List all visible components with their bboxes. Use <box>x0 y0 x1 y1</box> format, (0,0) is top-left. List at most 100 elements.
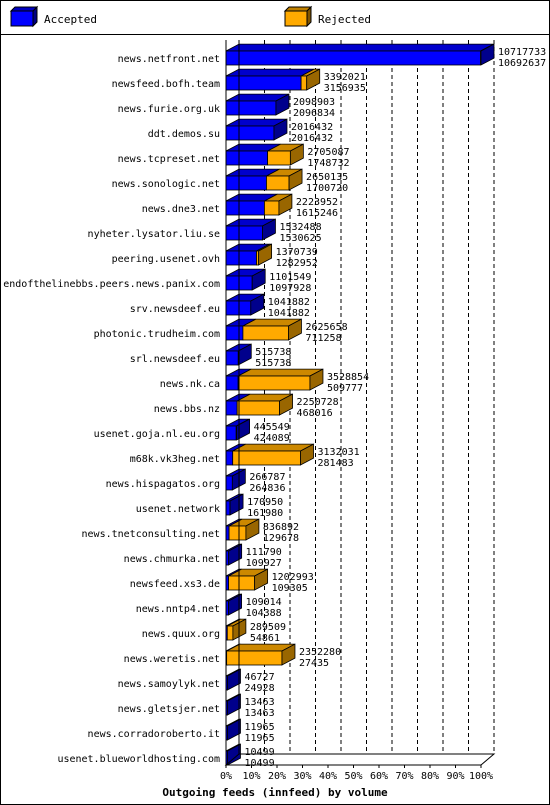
x-tick-label: 80% <box>421 771 439 782</box>
bar-rejected <box>264 200 280 216</box>
bar-rejected <box>228 575 256 591</box>
value-label-accepted: 1041882 <box>268 308 310 319</box>
category-label: m68k.vk3heg.net <box>130 454 220 465</box>
category-label: usenet.network <box>136 504 220 515</box>
value-label-offered: 10717733 <box>498 47 546 58</box>
value-label-accepted: 468016 <box>297 408 333 419</box>
bar-accepted <box>225 75 302 91</box>
value-label-offered: 13463 <box>245 697 275 708</box>
category-label: photonic.trudheim.com <box>94 329 220 340</box>
bar-side <box>275 93 290 116</box>
bar-side <box>228 593 242 616</box>
category-label: usenet.blueworldhosting.com <box>57 754 220 765</box>
value-label-offered: 1370739 <box>276 247 318 258</box>
value-label-offered: 445549 <box>254 422 290 433</box>
x-tick-label: 50% <box>344 771 362 782</box>
bar-accepted <box>225 225 263 241</box>
value-label-offered: 109014 <box>246 597 282 608</box>
value-label-accepted: 24928 <box>245 683 275 694</box>
category-label: nyheter.lysator.liu.se <box>88 229 220 240</box>
value-label-offered: 836892 <box>263 522 299 533</box>
value-label-offered: 2352280 <box>299 647 341 658</box>
bar-rejected <box>266 175 290 191</box>
bar-accepted <box>225 250 257 266</box>
value-label-accepted: 1282952 <box>276 258 318 269</box>
bar-accepted <box>225 200 265 216</box>
bar-side <box>236 418 251 441</box>
legend-swatch-accepted <box>10 10 34 27</box>
category-label: news.weretis.net <box>124 654 220 665</box>
value-label-offered: 2223952 <box>296 197 338 208</box>
bar-side <box>281 643 296 666</box>
bar-side <box>300 443 314 466</box>
bar-accepted <box>225 425 237 441</box>
category-label: news.quux.org <box>142 629 220 640</box>
category-label: endofthelinebbs.peers.news.panix.com <box>3 279 220 290</box>
bar-side <box>480 43 495 66</box>
value-label-offered: 515738 <box>255 347 291 358</box>
value-label-offered: 2250728 <box>297 397 339 408</box>
bar-accepted <box>225 50 481 66</box>
bar-accepted <box>225 150 269 166</box>
value-label-accepted: 1700720 <box>306 183 348 194</box>
value-label-offered: 11965 <box>245 722 275 733</box>
bar-side <box>306 68 321 91</box>
category-label: news.netfront.net <box>118 54 220 65</box>
category-label: news.tcpreset.net <box>118 154 220 165</box>
bar-rejected <box>236 400 280 416</box>
bar-side <box>289 143 304 166</box>
bar-side <box>250 293 265 316</box>
category-label: news.bbs.nz <box>154 404 220 415</box>
bar-side <box>278 193 293 216</box>
bar-rejected <box>300 75 308 91</box>
bar-side <box>237 343 252 366</box>
bar-accepted <box>225 375 239 391</box>
bar-side <box>309 368 324 391</box>
value-label-offered: 289509 <box>250 622 286 633</box>
category-label: newsfeed.bofh.team <box>112 79 220 90</box>
value-label-accepted: 10499 <box>245 758 275 769</box>
value-label-accepted: 109305 <box>272 583 308 594</box>
bar-accepted <box>225 350 239 366</box>
value-label-offered: 3528854 <box>327 372 369 383</box>
value-label-accepted: 11965 <box>245 733 275 744</box>
value-label-accepted: 424089 <box>254 433 290 444</box>
value-label-accepted: 10692637 <box>498 58 546 69</box>
category-label: peering.usenet.ovh <box>112 254 220 265</box>
value-label-offered: 1101549 <box>269 272 311 283</box>
category-label: ddt.demos.su <box>148 129 220 140</box>
value-label-offered: 3392021 <box>324 72 366 83</box>
bar-accepted <box>225 475 233 491</box>
category-label: srv.newsdeef.eu <box>130 304 220 315</box>
value-label-accepted: 1097928 <box>269 283 311 294</box>
category-label: usenet.goja.nl.eu.org <box>94 429 220 440</box>
bar-side <box>258 243 273 266</box>
value-label-accepted: 509777 <box>327 383 363 394</box>
bar-rejected <box>226 650 283 666</box>
value-label-offered: 10499 <box>245 747 275 758</box>
x-tick-label: 100% <box>469 771 493 782</box>
bar-accepted <box>225 100 277 116</box>
chart-title: Outgoing feeds (innfeed) by volume <box>162 786 388 799</box>
value-label-accepted: 161980 <box>247 508 283 519</box>
bar-side <box>254 568 269 591</box>
bar-side <box>279 393 293 416</box>
bar-rejected-top <box>232 443 314 452</box>
value-label-accepted: 1748732 <box>307 158 349 169</box>
bar-rejected <box>267 150 291 166</box>
category-label: news.samoylyk.net <box>118 679 220 690</box>
bar-accepted <box>225 125 275 141</box>
category-label: news.hispagatos.org <box>106 479 220 490</box>
value-label-accepted: 264836 <box>249 483 285 494</box>
bar-accepted <box>225 300 252 316</box>
category-label: news.corradoroberto.it <box>88 729 220 740</box>
bar-side <box>251 268 266 291</box>
category-label: news.tnetconsulting.net <box>82 529 220 540</box>
bar-side <box>228 543 243 566</box>
value-label-offered: 2098903 <box>293 97 335 108</box>
bar-side <box>245 518 260 541</box>
legend-swatch-side <box>306 5 312 28</box>
value-label-offered: 2625658 <box>305 322 347 333</box>
